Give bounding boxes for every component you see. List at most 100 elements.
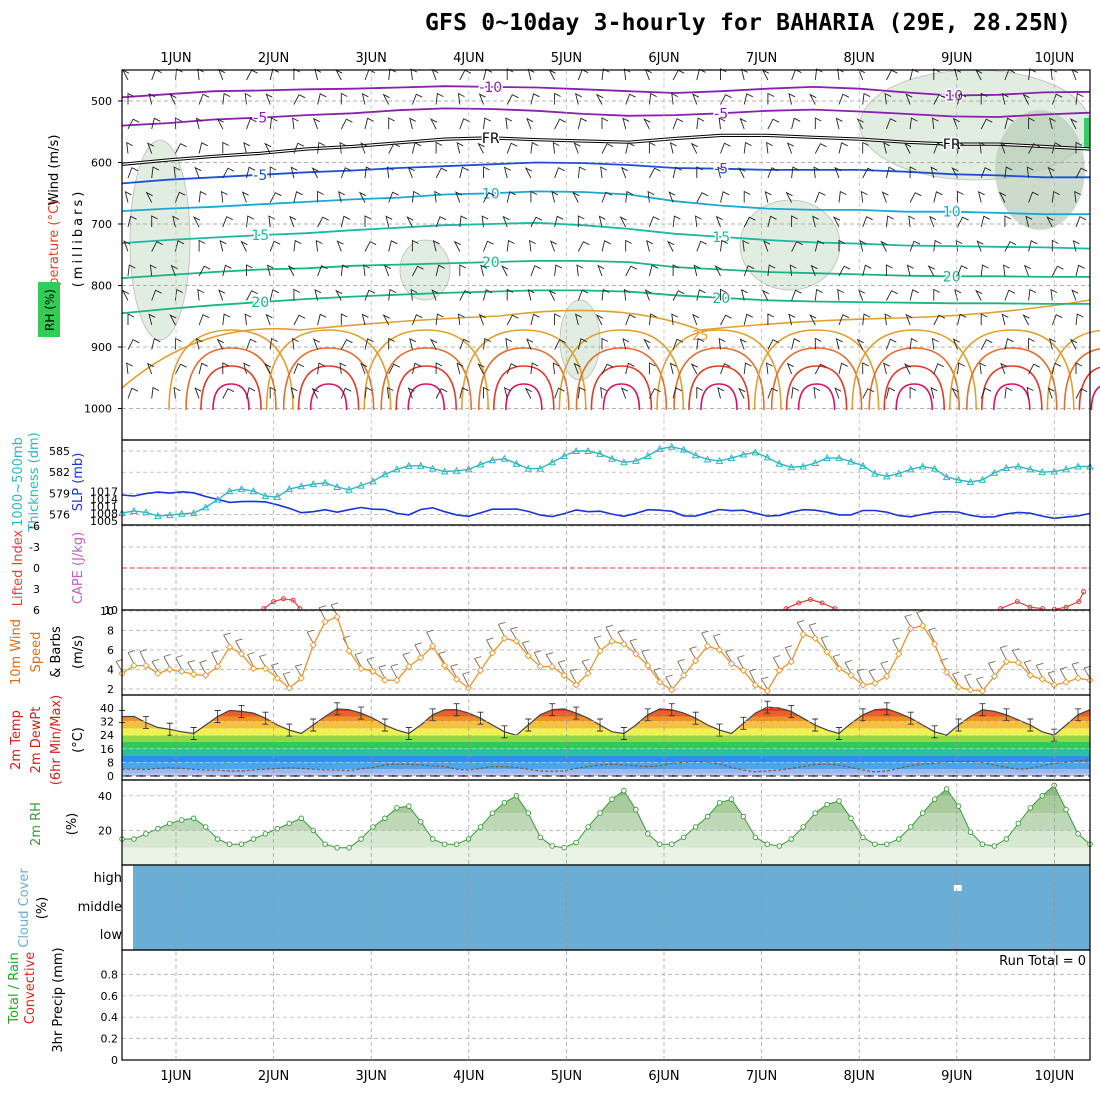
wind-speed-point [919,621,927,630]
thickness-point [966,478,975,486]
lifted-point [1063,604,1069,610]
wind-barb [409,117,417,130]
wind-barb [788,313,796,326]
wind-barb [127,387,139,399]
wind-barb [575,92,582,105]
wind-barb [169,314,177,326]
wind-barb [335,289,343,301]
wind-barb [999,645,1008,660]
rh-2m-point [155,825,161,832]
wind-barb [293,314,306,326]
rh-2m-point [143,831,149,837]
temp-tick-label: 32 [100,716,114,729]
wind-barb [884,313,892,326]
wind-barb [809,93,817,105]
wind-barb [1074,190,1081,203]
wind-barb [151,166,160,179]
wind-barb [388,191,399,203]
wind-barb [459,118,470,130]
isotherm-warm [590,365,653,411]
wind-barb [885,387,896,399]
wind-barb [905,93,913,105]
wind-barb [549,240,557,252]
rh-2m-point [991,843,998,849]
wind-barb [696,117,705,130]
wind-barb [796,619,805,633]
wind-barb [127,167,139,179]
wind-barb [127,215,137,228]
isotherm-label: -5 [253,111,267,127]
wind-barb [933,288,941,301]
wind-speed-point [1074,674,1082,682]
wind-barb [885,215,894,228]
wind-barb [361,313,369,326]
wind-barb [785,191,793,203]
isotherm-line [121,221,1091,250]
wind-barb [641,649,649,664]
wind-barb [605,624,614,640]
wind-barb [457,313,465,326]
wind-barb [474,656,482,669]
wind-barb [554,387,565,399]
temp-minmax [620,727,627,740]
rh-2m-point [298,815,305,822]
rh-band [122,847,1090,865]
isotherm-warm [380,347,472,411]
rh-2m-point [668,841,675,847]
wind-barb [713,633,721,649]
wind-barb [725,649,733,662]
isotherm-warm [493,365,555,411]
wind-barb [459,338,470,350]
wind-barb [402,652,410,665]
wind-speed-point [656,678,664,686]
wind-barb [533,650,542,665]
wind-barb [456,362,464,375]
wind-barb [649,167,661,179]
wind-barb [701,630,709,645]
wind-barb [170,264,178,277]
thickness-point [393,465,401,473]
isotherm-warm [363,329,489,411]
wind-barb [354,652,363,667]
wind-barb [497,621,506,637]
thickness-point [130,506,138,514]
ylabel-precip: 3hr Precip (mm) [51,947,66,1052]
wind-barb [457,92,465,105]
thickness-point [381,470,389,478]
wind-barb [648,141,656,154]
ylabel-slp: SLP (mb) [71,453,86,512]
ylabel-wind: Wind (m/s) [47,135,62,206]
wind-barb [524,387,533,399]
thickness-point [297,482,306,490]
isotherm-warm [121,299,1091,389]
wind-barb [235,638,243,653]
wind-barb [812,215,819,228]
wind-barb [459,215,468,228]
lifted-index-line [785,598,836,610]
wind-barb [619,216,627,228]
temp-band [122,755,1090,763]
wind-barb [908,215,916,228]
rh-2m-point [429,836,436,842]
cloud-row-label: low [100,928,123,943]
wind-barb [577,215,585,227]
wind-barb [222,92,231,105]
temp-minmax [262,711,269,725]
lifted-tick-label: -6 [29,520,40,533]
thickness-point [416,461,425,469]
y-tick-label: 900 [91,341,112,354]
wind-barb [671,313,679,326]
wind-barb [506,288,514,301]
y-tick-label: 700 [91,218,112,231]
wind-barb [957,141,966,154]
wind-barb [223,632,231,646]
wind-barb [763,240,771,252]
rh-shade [1084,118,1090,148]
wind-barb [412,265,424,277]
slp-tick-label: 1008 [90,508,118,521]
wind-barb [554,167,565,179]
temp-band [122,769,1090,774]
wind-barb [689,646,697,659]
thickness-point [655,444,664,452]
thickness-point [847,457,855,465]
